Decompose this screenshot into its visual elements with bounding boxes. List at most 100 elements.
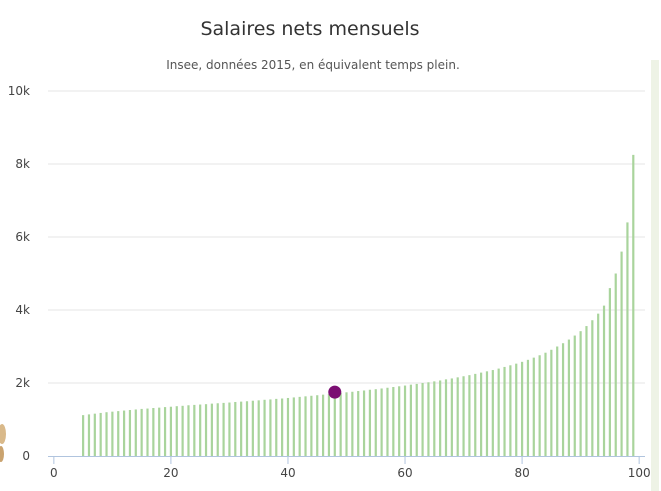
bar[interactable] (491, 370, 494, 456)
bar[interactable] (608, 288, 611, 456)
bar[interactable] (450, 378, 453, 456)
bar[interactable] (591, 320, 594, 456)
bar[interactable] (199, 404, 202, 456)
bar[interactable] (433, 381, 436, 456)
bar[interactable] (169, 406, 173, 456)
bar[interactable] (538, 355, 541, 456)
bar[interactable] (614, 273, 617, 457)
bar[interactable] (439, 380, 442, 456)
bar[interactable] (310, 395, 313, 456)
bar[interactable] (585, 326, 588, 456)
bar[interactable] (351, 391, 354, 456)
bar[interactable] (304, 396, 307, 456)
bar[interactable] (456, 377, 459, 456)
bar[interactable] (532, 357, 535, 456)
bar[interactable] (228, 402, 231, 456)
bar[interactable] (567, 339, 571, 456)
bar[interactable] (474, 373, 477, 456)
bar[interactable] (128, 410, 132, 456)
bar[interactable] (415, 383, 418, 456)
bar[interactable] (257, 400, 260, 456)
bar[interactable] (281, 398, 284, 456)
bar[interactable] (234, 401, 237, 456)
bar[interactable] (327, 394, 331, 456)
bar[interactable] (140, 408, 143, 456)
x-tick-label: 80 (514, 466, 529, 480)
bar[interactable] (409, 384, 412, 456)
bar[interactable] (526, 359, 530, 456)
bar[interactable] (316, 395, 319, 456)
bar[interactable] (392, 387, 395, 456)
bar[interactable] (620, 251, 623, 456)
bar[interactable] (245, 401, 249, 456)
bar[interactable] (444, 379, 448, 456)
bar[interactable] (403, 385, 407, 456)
bar[interactable] (152, 408, 155, 456)
bar[interactable] (544, 352, 547, 456)
bar[interactable] (421, 383, 424, 456)
bar[interactable] (520, 361, 524, 456)
bar[interactable] (286, 397, 290, 456)
bar[interactable] (579, 331, 582, 456)
bar[interactable] (181, 405, 184, 456)
x-tick-label: 20 (163, 466, 178, 480)
bar[interactable] (345, 392, 348, 456)
bar[interactable] (362, 390, 366, 456)
bar[interactable] (398, 386, 401, 456)
bar[interactable] (380, 388, 383, 456)
bar[interactable] (357, 391, 360, 456)
x-tick-label: 60 (397, 466, 412, 480)
bar[interactable] (503, 366, 506, 456)
bar[interactable] (111, 411, 114, 456)
bar[interactable] (158, 407, 161, 456)
bar[interactable] (292, 397, 295, 456)
bar[interactable] (368, 389, 372, 456)
bar[interactable] (122, 410, 126, 456)
bar[interactable] (275, 398, 278, 456)
bar[interactable] (561, 343, 565, 456)
bar[interactable] (339, 392, 342, 456)
bar[interactable] (269, 399, 272, 456)
bar[interactable] (105, 412, 108, 456)
bar[interactable] (374, 389, 377, 456)
bar[interactable] (427, 382, 430, 456)
bar[interactable] (632, 154, 635, 456)
bar[interactable] (386, 387, 389, 456)
bar[interactable] (134, 409, 137, 456)
highlight-point[interactable] (328, 385, 342, 399)
bar[interactable] (497, 368, 500, 456)
bar[interactable] (175, 406, 178, 456)
bar[interactable] (240, 401, 243, 456)
bar[interactable] (333, 393, 336, 456)
bar[interactable] (550, 349, 553, 456)
bar[interactable] (263, 399, 266, 456)
bar[interactable] (321, 394, 325, 456)
bar[interactable] (251, 400, 254, 456)
bar[interactable] (222, 402, 225, 456)
bar[interactable] (87, 414, 91, 456)
bar[interactable] (99, 412, 102, 456)
bar[interactable] (216, 403, 219, 456)
bar[interactable] (485, 371, 489, 456)
bar[interactable] (204, 404, 208, 456)
bar[interactable] (509, 365, 512, 456)
bar[interactable] (146, 408, 149, 456)
bar[interactable] (187, 405, 190, 456)
bar[interactable] (602, 305, 606, 456)
bar[interactable] (468, 375, 471, 456)
bar[interactable] (480, 372, 483, 456)
bar[interactable] (573, 335, 576, 456)
bar[interactable] (82, 415, 85, 456)
bar[interactable] (597, 313, 600, 456)
bar[interactable] (117, 411, 120, 456)
bar[interactable] (556, 346, 559, 457)
bar[interactable] (163, 407, 167, 456)
bar[interactable] (298, 396, 301, 456)
bar[interactable] (626, 222, 629, 456)
bar[interactable] (193, 404, 196, 456)
bar[interactable] (210, 403, 213, 456)
bar[interactable] (93, 413, 96, 456)
bar[interactable] (515, 363, 518, 456)
bar[interactable] (462, 376, 465, 456)
